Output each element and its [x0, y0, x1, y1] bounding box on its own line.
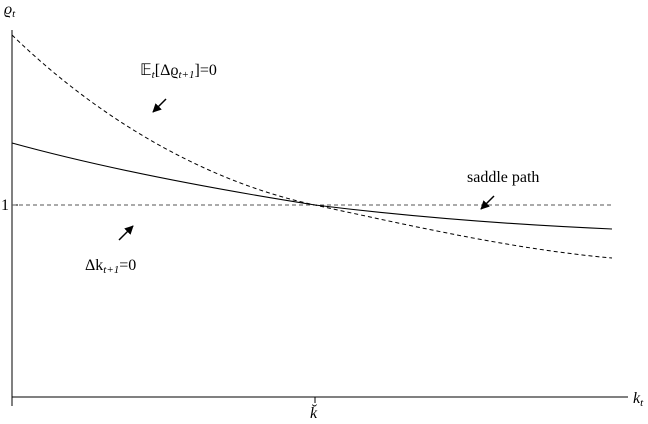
label-part: t — [640, 397, 644, 409]
arrow — [152, 98, 167, 113]
label-part: t+1 — [179, 69, 195, 81]
saddle-path — [11, 142, 613, 230]
label-part: Δk — [85, 257, 103, 274]
arrow — [480, 195, 495, 210]
arrow — [118, 225, 134, 241]
label-part: t — [152, 69, 156, 81]
x-tick-label: k̆ — [310, 403, 318, 422]
label-part: ϱ — [4, 1, 12, 18]
y-tick-label: 1 — [1, 197, 9, 214]
y-axis-label: ϱt — [4, 1, 16, 20]
label-part: ]=0 — [194, 62, 216, 79]
x-axis-label: kt — [633, 390, 644, 409]
saddle-path-label: saddle path — [467, 169, 539, 186]
capital-label: Δkt+1=0 — [85, 257, 136, 276]
label-part: t+1 — [103, 264, 119, 276]
expectation-label: 𝔼t[Δϱt+1]=0 — [140, 62, 217, 81]
label-part: k — [633, 390, 641, 407]
label-part: =0 — [119, 257, 136, 274]
label-part: 𝔼 — [140, 62, 152, 79]
label-part: [Δϱ — [155, 62, 179, 79]
label-part: t — [12, 8, 16, 20]
